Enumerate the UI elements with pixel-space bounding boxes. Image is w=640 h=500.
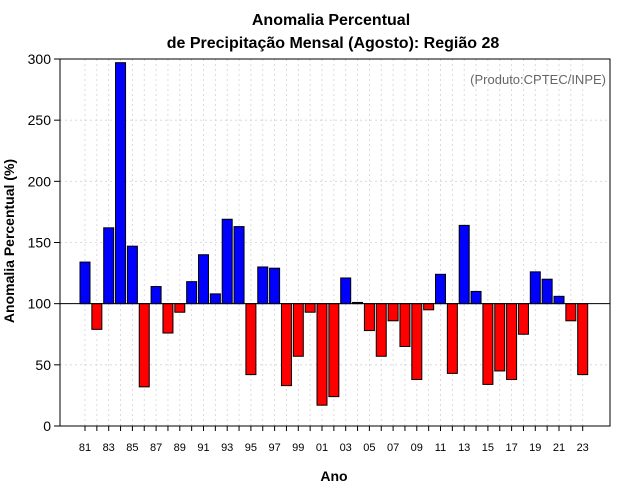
credit-label: (Produto:CPTEC/INPE) [470, 72, 606, 87]
bar-82 [91, 303, 103, 330]
bar-92 [209, 293, 221, 305]
x-tick-label-99: 99 [292, 442, 304, 454]
bar-85 [126, 245, 138, 305]
bar-11 [435, 273, 446, 305]
bar-84 [115, 62, 127, 305]
bar-05 [363, 303, 375, 332]
bar-93 [221, 218, 233, 305]
bar-89 [174, 303, 186, 313]
bar-91 [198, 254, 209, 305]
y-tick-label-4: 200 [28, 173, 52, 189]
bar-19 [529, 271, 541, 305]
bar-23 [577, 303, 589, 376]
x-tick-label-03: 03 [340, 442, 352, 454]
x-axis-label: Ano [320, 468, 347, 484]
x-tick-label-07: 07 [387, 442, 399, 454]
bar-17 [506, 303, 518, 381]
x-tick-label-13: 13 [458, 442, 470, 454]
y-axis: 0 50 100 150 200 250 300 [28, 51, 60, 434]
bar-81 [79, 261, 91, 305]
x-tick-label-93: 93 [221, 442, 233, 454]
x-tick-label-11: 11 [435, 442, 446, 454]
y-tick-label-6: 300 [28, 51, 52, 67]
y-tick-label-2: 100 [28, 296, 52, 312]
x-tick-label-85: 85 [126, 442, 138, 454]
x-tick-label-09: 09 [411, 442, 423, 454]
bar-86 [138, 303, 150, 388]
bar-99 [292, 303, 304, 357]
y-tick-label-3: 150 [28, 235, 52, 251]
x-tick-label-21: 21 [553, 442, 565, 454]
y-axis-label: Anomalia Percentual (%) [1, 159, 17, 323]
chart-title-line-1: Anomalia Percentual [252, 12, 410, 29]
x-tick-label-87: 87 [150, 442, 162, 454]
y-tick-label-1: 50 [35, 357, 51, 373]
x-tick-label-91: 91 [197, 442, 209, 454]
x-tick-label-81: 81 [79, 442, 91, 454]
bar-16 [494, 303, 506, 372]
bar-08 [399, 303, 411, 347]
bar-09 [411, 303, 423, 381]
x-tick-label-01: 01 [316, 442, 328, 454]
bar-20 [541, 278, 553, 305]
bar-10 [423, 303, 435, 311]
bar-15 [482, 303, 494, 385]
x-tick-label-05: 05 [363, 442, 375, 454]
bar-07 [387, 303, 399, 322]
bar-14 [470, 290, 482, 305]
bar-98 [280, 303, 292, 387]
grid [60, 58, 610, 427]
y-tick-label-5: 250 [28, 112, 52, 128]
bar-01 [316, 303, 328, 406]
bar-95 [245, 303, 257, 376]
bar-22 [565, 303, 577, 322]
x-tick-label-95: 95 [245, 442, 257, 454]
y-tick-label-0: 0 [43, 418, 51, 434]
x-tick-label-19: 19 [529, 442, 541, 454]
bar-03 [340, 277, 352, 305]
bar-87 [150, 286, 162, 305]
bar-12 [446, 303, 458, 374]
bars [79, 62, 589, 406]
bar-83 [103, 227, 115, 305]
x-tick-label-23: 23 [577, 442, 589, 454]
bar-13 [458, 224, 470, 305]
x-tick-label-83: 83 [103, 442, 115, 454]
x-tick-label-17: 17 [505, 442, 517, 454]
x-tick-label-15: 15 [482, 442, 494, 454]
bar-18 [517, 303, 529, 335]
x-tick-label-97: 97 [268, 442, 280, 454]
bar-06 [375, 303, 387, 357]
bar-90 [186, 281, 198, 305]
bar-97 [269, 267, 281, 305]
bar-94 [233, 226, 245, 305]
bar-21 [553, 295, 565, 305]
bar-88 [162, 303, 174, 334]
bar-96 [257, 266, 269, 305]
x-tick-label-89: 89 [174, 442, 186, 454]
bar-02 [328, 303, 340, 398]
x-axis: 81 83 85 87 89 91 93 95 97 99 01 03 05 07 09 11 13 15 17 19… [79, 426, 589, 454]
bar-00 [304, 303, 316, 313]
chart-title-line-2: de Precipitação Mensal (Agosto): Região … [167, 35, 500, 52]
